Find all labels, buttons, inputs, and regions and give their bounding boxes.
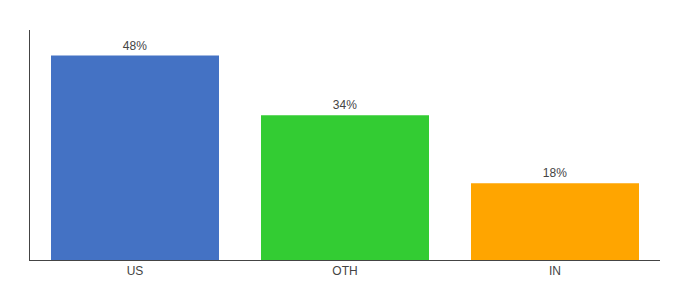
svg-text:US: US	[127, 264, 144, 278]
svg-text:48%: 48%	[123, 39, 147, 53]
svg-text:IN: IN	[549, 264, 561, 278]
svg-text:34%: 34%	[333, 98, 357, 112]
svg-text:OTH: OTH	[332, 264, 357, 278]
svg-text:18%: 18%	[543, 166, 567, 180]
